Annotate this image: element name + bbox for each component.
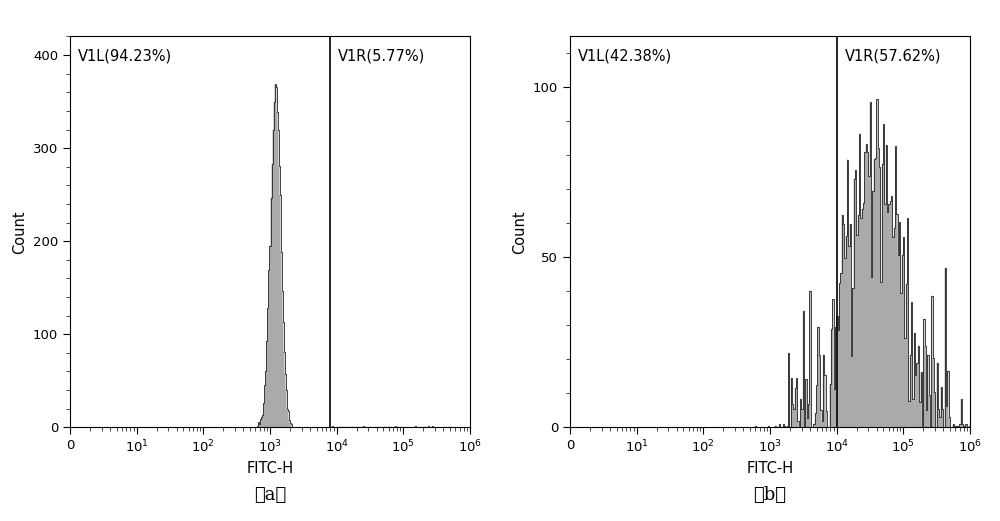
Text: V1R(5.77%): V1R(5.77%) <box>338 48 425 63</box>
Text: V1L(42.38%): V1L(42.38%) <box>578 48 672 63</box>
X-axis label: FITC-H: FITC-H <box>746 461 794 476</box>
Y-axis label: Count: Count <box>512 210 527 254</box>
X-axis label: FITC-H: FITC-H <box>246 461 294 476</box>
Text: （b）: （b） <box>754 486 786 504</box>
Text: （a）: （a） <box>254 486 286 504</box>
Text: V1R(57.62%): V1R(57.62%) <box>845 48 941 63</box>
Y-axis label: Count: Count <box>12 210 27 254</box>
Text: V1L(94.23%): V1L(94.23%) <box>78 48 172 63</box>
